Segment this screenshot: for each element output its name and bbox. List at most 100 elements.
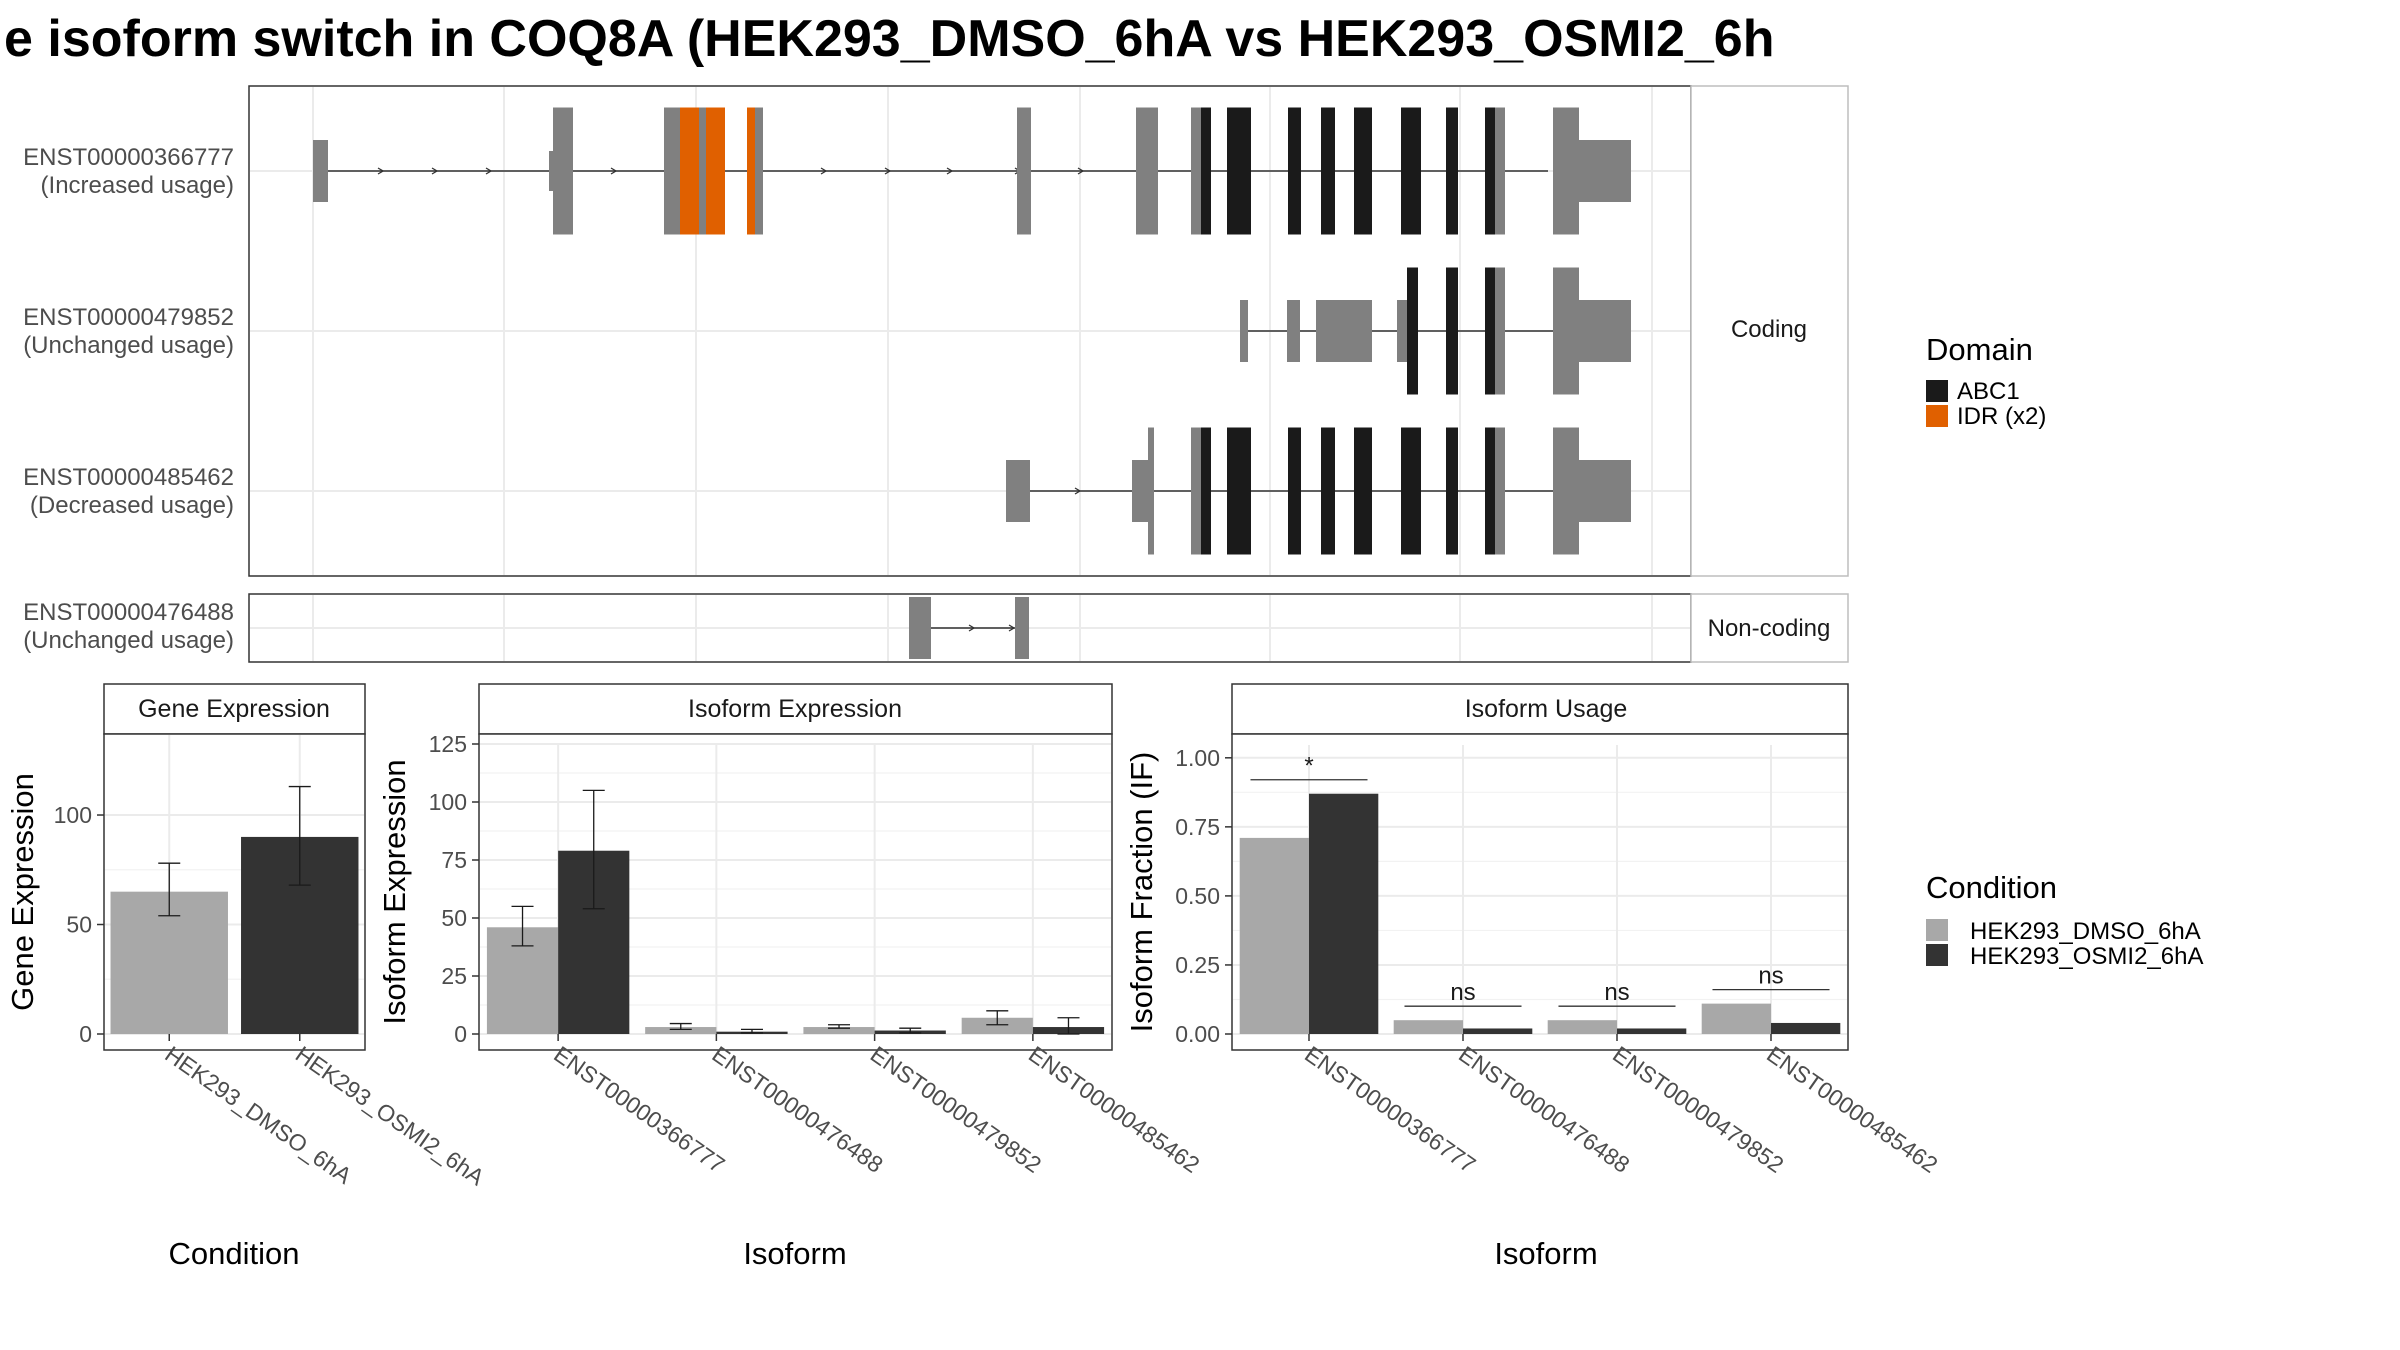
- exon: [664, 107, 680, 235]
- legend-label-abc1: ABC1: [1957, 378, 2020, 405]
- intron-direction-arrow: [431, 167, 439, 175]
- x-tick-label: ENST00000476488: [708, 1041, 888, 1178]
- isoform-usage-marks: * ns ns ns: [1239, 753, 1841, 1034]
- exon: [1495, 267, 1505, 395]
- utr-exon: [1287, 300, 1300, 362]
- y-tick-label: 50: [441, 905, 467, 931]
- intron-direction-arrow: [884, 167, 892, 175]
- abc1-domain: [1407, 267, 1418, 395]
- y-tick-label: 0: [454, 1021, 467, 1047]
- intron-direction-arrow: [610, 167, 618, 175]
- utr-exon: [1006, 460, 1030, 522]
- domain-legend-title: Domain: [1926, 332, 2033, 367]
- abc1-domain: [1485, 427, 1495, 555]
- abc1-domain: [1485, 267, 1495, 395]
- utr-exon: [1132, 460, 1148, 522]
- utr-exon: [1240, 300, 1248, 362]
- gene-expression-xlabel: Condition: [169, 1236, 300, 1271]
- intron-direction-arrow: [946, 167, 954, 175]
- exon: [553, 107, 573, 235]
- exon: [1015, 597, 1029, 659]
- idr-domain: [680, 107, 699, 235]
- gene-expression-strip: [103, 683, 366, 735]
- abc1-domain: [1227, 427, 1251, 555]
- structure-noncoding-panel: Non-coding: [248, 593, 1849, 663]
- exon: [755, 107, 763, 235]
- bar: [1463, 1028, 1533, 1034]
- abc1-domain: [1446, 107, 1458, 235]
- intron-direction-arrow: [1074, 487, 1082, 495]
- idr-domain: [747, 107, 755, 235]
- legend-key-abc1: [1926, 380, 1948, 402]
- abc1-domain: [1288, 107, 1301, 235]
- isoform-expression-title: Isoform Expression: [688, 695, 902, 723]
- exon: [1397, 300, 1407, 362]
- transcript-labels: ENST00000366777 (Increased usage) ENST00…: [23, 144, 234, 654]
- y-tick-label: 1.00: [1175, 745, 1220, 771]
- exon: [909, 597, 931, 659]
- isoform-usage-strip: [1231, 683, 1849, 735]
- exon: [1191, 427, 1201, 555]
- exon: [1148, 427, 1154, 555]
- x-tick-label: ENST00000485462: [1024, 1041, 1204, 1178]
- legend-label-osmi: HEK293_OSMI2_6hA: [1970, 943, 2203, 970]
- utr-exon: [549, 151, 553, 191]
- exon: [1495, 427, 1505, 555]
- legend-label-dmso: HEK293_DMSO_6hA: [1970, 918, 2201, 945]
- intron-direction-arrow: [1008, 624, 1016, 632]
- bar: [645, 1027, 717, 1034]
- gene-expression-ylabel: Gene Expression: [5, 773, 40, 1011]
- transcript-models: [313, 107, 1631, 659]
- y-tick-label: 25: [441, 963, 467, 989]
- idr-domain: [706, 107, 725, 235]
- y-tick-label: 0.00: [1175, 1021, 1220, 1047]
- isoform-usage-ylabel: Isoform Fraction (IF): [1124, 752, 1159, 1033]
- gene-expression-title: Gene Expression: [138, 695, 330, 723]
- transcript-id-label: ENST00000366777: [23, 144, 234, 171]
- y-tick-label: 0.75: [1175, 814, 1220, 840]
- abc1-domain: [1288, 427, 1301, 555]
- legend-key-osmi: [1926, 944, 1948, 966]
- bar: [1239, 837, 1309, 1034]
- abc1-domain: [1201, 427, 1211, 555]
- bar: [961, 1017, 1033, 1034]
- transcript-id-label: ENST00000476488: [23, 599, 234, 626]
- y-tick-label: 75: [441, 847, 467, 873]
- y-tick-label: 100: [429, 789, 467, 815]
- bar: [1771, 1022, 1841, 1034]
- exon: [1553, 107, 1579, 235]
- gene-expression-marks: [110, 785, 359, 1034]
- exon: [1136, 107, 1158, 235]
- intron-direction-arrow: [485, 167, 493, 175]
- strip-label-noncoding: Non-coding: [1708, 615, 1831, 642]
- utr-exon: [1579, 140, 1631, 202]
- legend-key-dmso: [1926, 919, 1948, 941]
- significance-label: ns: [1604, 979, 1629, 1006]
- exon: [1191, 107, 1201, 235]
- y-tick-label: 0.50: [1175, 883, 1220, 909]
- transcript-id-label: ENST00000479852: [23, 304, 234, 331]
- x-tick-label: ENST00000366777: [549, 1041, 729, 1178]
- transcript-id-label: ENST00000485462: [23, 464, 234, 491]
- significance-label: *: [1304, 753, 1313, 780]
- legend-key-idr: [1926, 405, 1948, 427]
- bar: [1547, 1020, 1617, 1034]
- gene-expression-chart: Gene Expression 050100HEK293_DMSO_6hAHEK…: [5, 683, 490, 1271]
- abc1-domain: [1446, 267, 1458, 395]
- isoform-expression-marks: [486, 789, 1105, 1035]
- exon: [699, 107, 706, 235]
- figure-title: e isoform switch in COQ8A (HEK293_DMSO_6…: [4, 10, 1775, 68]
- abc1-domain: [1321, 427, 1335, 555]
- abc1-domain: [1485, 107, 1495, 235]
- transcript-usage-label: (Unchanged usage): [23, 627, 234, 654]
- exon: [1553, 427, 1579, 555]
- utr-exon: [1579, 300, 1631, 362]
- abc1-domain: [1227, 107, 1251, 235]
- abc1-domain: [1321, 107, 1335, 235]
- bar: [1309, 793, 1379, 1034]
- isoform-expression-chart: Isoform Expression 0 25 50 75 100 125 ENST0000…: [377, 683, 1204, 1271]
- exon: [1017, 107, 1031, 235]
- intron-direction-arrow: [1077, 167, 1085, 175]
- utr-exon: [1579, 460, 1631, 522]
